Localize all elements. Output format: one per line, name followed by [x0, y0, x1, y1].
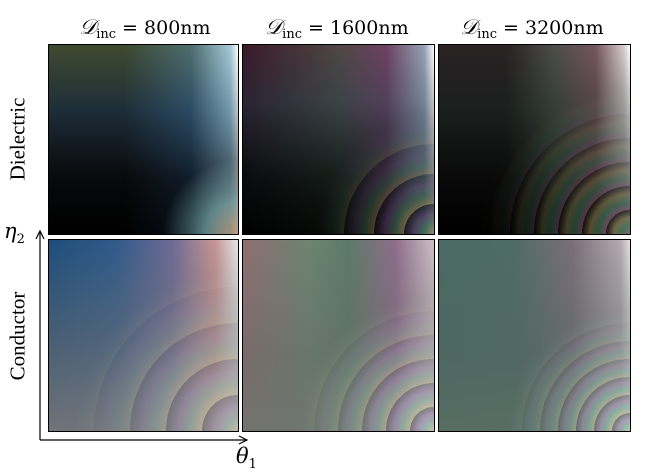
panel-conductor-1600nm: [242, 239, 435, 432]
eta-subscript: 2: [16, 232, 25, 248]
panel-conductor-800nm: [48, 239, 239, 432]
panel-conductor-3200nm: [438, 239, 631, 432]
row-label-text: Dielectric: [5, 97, 30, 181]
d-subscript: inc: [282, 27, 302, 42]
y-axis-label: η2: [4, 219, 25, 247]
column-value: = 1600nm: [301, 17, 409, 39]
column-value: = 3200nm: [496, 17, 604, 39]
row-label-conductor: Conductor: [0, 240, 36, 432]
theta-subscript: 1: [248, 457, 257, 472]
row-label-dielectric: Dielectric: [0, 45, 36, 233]
d-symbol: 𝒟: [265, 15, 283, 39]
x-axis-arrowhead: [238, 435, 249, 445]
panel-dielectric-1600nm: [242, 44, 435, 235]
theta-symbol: θ: [236, 444, 249, 468]
d-subscript: inc: [96, 27, 117, 42]
d-subscript: inc: [477, 27, 497, 42]
panel-dielectric-800nm: [48, 44, 239, 235]
column-value: = 800nm: [116, 17, 211, 39]
eta-symbol: η: [4, 219, 17, 243]
panel-dielectric-3200nm: [438, 44, 631, 235]
column-title-1600nm: 𝒟inc = 1600nm: [237, 12, 437, 42]
d-symbol: 𝒟: [460, 15, 478, 39]
x-axis-label: θ1: [236, 444, 257, 472]
column-title-3200nm: 𝒟inc = 3200nm: [432, 12, 632, 42]
d-symbol: 𝒟: [79, 15, 97, 39]
y-axis-arrowhead: [35, 229, 45, 240]
row-label-text: Conductor: [5, 291, 30, 381]
column-title-800nm: 𝒟inc = 800nm: [45, 12, 245, 42]
